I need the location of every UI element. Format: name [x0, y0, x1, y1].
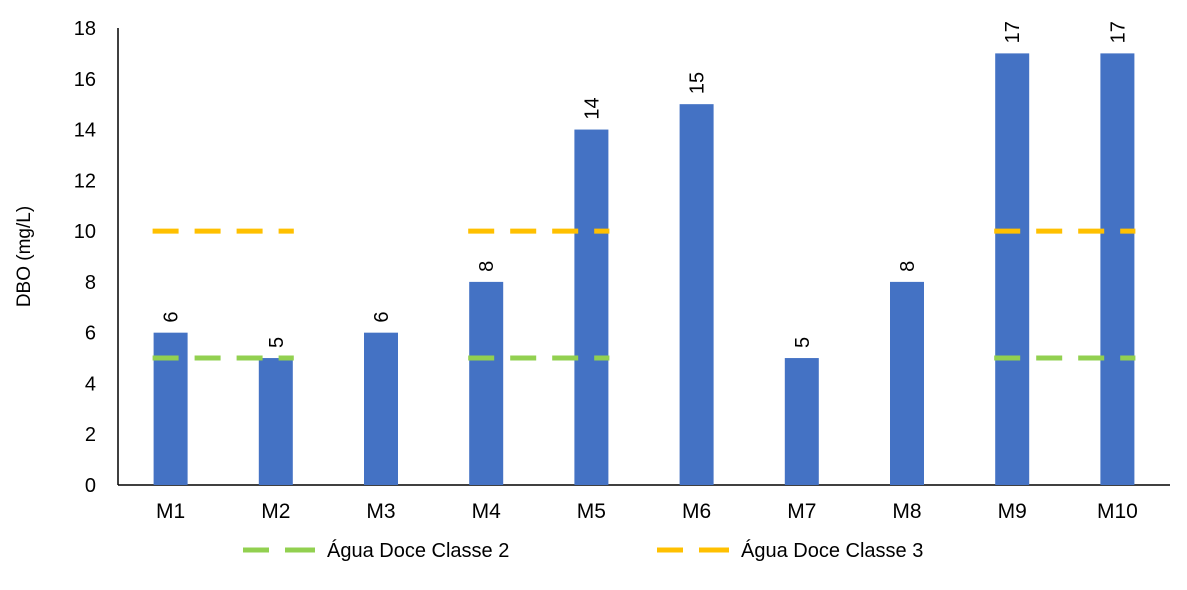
y-tick-label: 14: [74, 120, 96, 142]
legend-label: Água Doce Classe 2: [327, 539, 509, 562]
reference-lines: [152, 228, 1136, 361]
data-label: 6: [371, 312, 393, 323]
x-tick-label: M4: [472, 500, 501, 523]
x-tick-label: M7: [787, 500, 816, 523]
data-label: 14: [581, 97, 603, 119]
bar: [258, 358, 293, 485]
data-label: 6: [161, 312, 183, 323]
y-tick-label: 18: [74, 18, 96, 40]
x-tick-label: M5: [577, 500, 606, 523]
y-tick-label: 2: [85, 424, 96, 446]
bar: [469, 281, 504, 485]
y-tick-label: 6: [85, 323, 96, 345]
bar: [153, 332, 188, 485]
bar: [1100, 53, 1135, 486]
x-tick-label: M6: [682, 500, 711, 523]
y-tick-label: 0: [85, 475, 96, 497]
y-tick-label: 12: [74, 170, 96, 192]
x-tick-label: M8: [892, 500, 921, 523]
data-label: 17: [1002, 21, 1024, 43]
y-tick-label: 10: [74, 221, 96, 243]
x-tick-label: M1: [156, 500, 185, 523]
bar: [890, 281, 924, 485]
x-tick-label: M10: [1097, 500, 1138, 523]
bars: [153, 53, 1135, 486]
legend: Água Doce Classe 2 Água Doce Classe 3: [243, 539, 923, 562]
data-label: 8: [897, 261, 919, 272]
data-labels: 6 5 6 8 14 15 5 8 17 17: [161, 21, 1130, 348]
y-tick-label: 4: [85, 373, 96, 395]
data-label: 17: [1107, 21, 1129, 43]
data-label: 5: [266, 337, 288, 348]
bar: [995, 53, 1030, 486]
bar: [784, 358, 819, 485]
x-tick-label: M3: [366, 500, 395, 523]
y-tick-label: 8: [85, 272, 96, 294]
bar: [679, 104, 714, 486]
x-tick-label: M2: [261, 500, 290, 523]
y-tick-label: 16: [74, 69, 96, 91]
y-axis-label: DBO (mg/L): [14, 206, 35, 307]
legend-label: Água Doce Classe 3: [741, 539, 923, 562]
data-label: 8: [476, 261, 498, 272]
axes: 0 2 4 6 8 10 12 14 16 18 DBO (mg/L) M1 M2 M3 M4 M5 M6 M7 M…: [14, 18, 1170, 523]
bar: [364, 332, 398, 485]
bar: [574, 129, 609, 486]
data-label: 5: [792, 337, 814, 348]
x-tick-label: M9: [998, 500, 1027, 523]
data-label: 15: [687, 72, 709, 94]
